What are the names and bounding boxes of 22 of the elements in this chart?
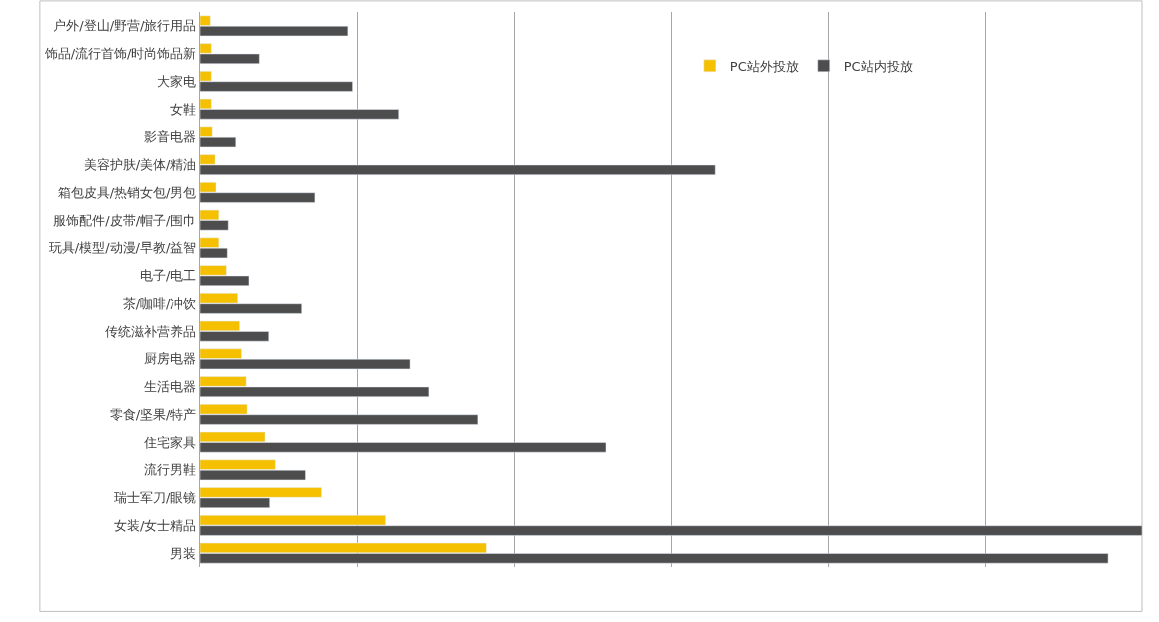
y-tick-label: 服饰配件/皮带/帽子/围巾 [53, 212, 197, 228]
y-tick-label: 零食/坚果/特产 [109, 406, 197, 422]
y-tick-label: 厨房电器 [144, 351, 197, 367]
y-tick-label: 大家电 [157, 73, 197, 89]
y-tick-label: 住宅家具 [143, 434, 197, 450]
y-tick-label: 流行男鞋 [144, 462, 197, 478]
y-tick-label: 生活电器 [144, 379, 197, 395]
y-tick-label: 男装 [170, 545, 197, 561]
y-tick-label: 传统滋补营养品 [105, 323, 197, 339]
legend-label: PC站内投放 [843, 58, 913, 74]
y-tick-label: 箱包皮具/热销女包/男包 [57, 184, 197, 200]
y-tick-label: 户外/登山/野营/旅行用品 [53, 18, 197, 34]
y-tick-label: 美容护肤/美体/精油 [83, 157, 197, 173]
y-tick-label: 影音电器 [144, 129, 197, 145]
y-tick-label: 瑞士军刀/眼镜 [114, 490, 197, 506]
y-tick-label: 玩具/模型/动漫/早教/益智 [48, 240, 197, 256]
y-tick-label: 女装/女士精品 [114, 517, 197, 533]
y-tick-label: 饰品/流行首饰/时尚饰品新 [43, 46, 197, 62]
y-tick-label: 茶/咖啡/冲饮 [122, 295, 197, 311]
y-tick-label: 女鞋 [170, 101, 197, 117]
y-tick-label: 电子/电工 [140, 268, 197, 284]
legend-label: PC站外投放 [729, 58, 799, 74]
